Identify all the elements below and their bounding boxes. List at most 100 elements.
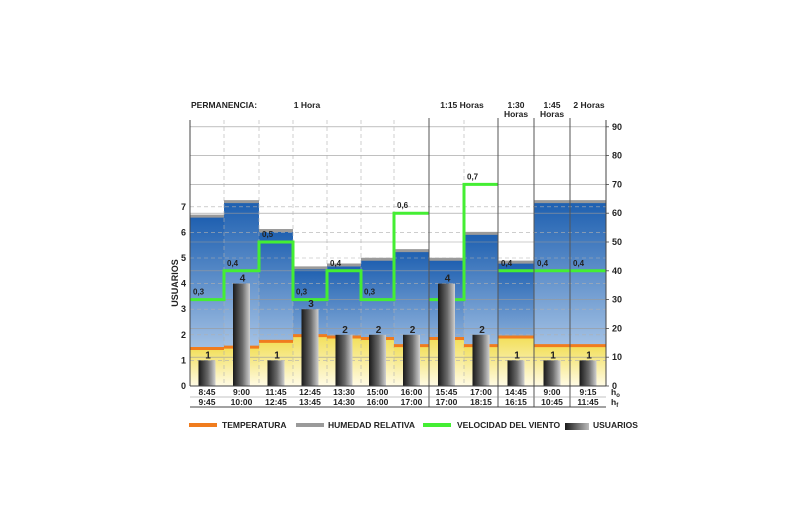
group-label: 1 Hora: [294, 100, 321, 110]
wind-value-label: 0,4: [537, 259, 549, 268]
end-time-label: 17:00: [436, 397, 458, 407]
end-time-label: 9:45: [198, 397, 215, 407]
time-row-sub: o: [616, 393, 620, 399]
y-left-tick-label: 2: [181, 330, 186, 340]
users-bar: [233, 283, 250, 386]
group-label: Horas: [540, 109, 564, 119]
y-right-tick-label: 40: [612, 266, 622, 276]
users-bar-label: 4: [445, 274, 451, 285]
legend-label: HUMEDAD RELATIVA: [328, 420, 415, 430]
y-left-tick-label: 1: [181, 355, 186, 365]
end-time-label: 10:00: [231, 397, 253, 407]
users-bar: [507, 360, 525, 386]
wind-value-label: 0,3: [296, 288, 308, 297]
users-bar-label: 1: [514, 350, 520, 361]
end-time-label: 13:45: [299, 397, 321, 407]
wind-value-label: 0,4: [501, 259, 513, 268]
users-bar-label: 2: [479, 325, 485, 336]
legend-label: TEMPERATURA: [222, 420, 287, 430]
legend-swatch: [296, 423, 324, 427]
y-left-tick-label: 7: [181, 202, 186, 212]
end-time-label: 11:45: [577, 397, 599, 407]
legend-label: VELOCIDAD DEL VIENTO: [457, 420, 561, 430]
users-bar: [369, 334, 386, 386]
users-bar-label: 3: [308, 299, 314, 310]
start-time-label: 13:30: [333, 387, 355, 397]
start-time-label: 8:45: [198, 387, 215, 397]
legend-swatch: [423, 423, 451, 427]
users-bar: [472, 334, 490, 386]
y-right-tick-label: 50: [612, 237, 622, 247]
wind-value-label: 0,3: [193, 288, 205, 297]
y-right-tick-label: 20: [612, 323, 622, 333]
users-bar-label: 1: [550, 350, 556, 361]
users-bar: [438, 283, 455, 386]
wind-value-label: 0,4: [227, 259, 239, 268]
y-right-tick-label: 90: [612, 122, 622, 132]
end-time-label: 17:00: [401, 397, 423, 407]
time-row-label: ho: [611, 387, 620, 399]
y-right-tick-label: 60: [612, 208, 622, 218]
start-time-label: 14:45: [505, 387, 527, 397]
users-bar: [403, 334, 420, 386]
wind-value-label: 0,4: [573, 259, 585, 268]
users-bar-label: 4: [240, 274, 246, 285]
users-bar-label: 1: [205, 350, 211, 361]
legend-label: USUARIOS: [593, 420, 638, 430]
wind-value-label: 0,7: [467, 172, 479, 181]
group-label: 1:45: [543, 100, 560, 110]
end-time-label: 14:30: [333, 397, 355, 407]
wind-value-label: 0,5: [262, 230, 274, 239]
start-time-label: 11:45: [265, 387, 287, 397]
end-time-label: 16:15: [505, 397, 527, 407]
users-bar-label: 1: [586, 350, 592, 361]
wind-value-label: 0,3: [364, 288, 376, 297]
group-label: 1:15 Horas: [440, 100, 484, 110]
y-left-tick-label: 5: [181, 253, 186, 263]
y-left-axis-label: USUARIOS: [170, 259, 180, 307]
legend-swatch: [189, 423, 217, 427]
start-time-label: 9:00: [233, 387, 250, 397]
start-time-label: 9:00: [543, 387, 560, 397]
y-right-tick-label: 80: [612, 151, 622, 161]
permanence-label: PERMANENCIA:: [191, 100, 257, 110]
group-label: 2 Horas: [573, 100, 604, 110]
start-time-label: 9:15: [579, 387, 596, 397]
y-right-tick-label: 0: [612, 381, 617, 391]
legend-swatch: [565, 423, 589, 430]
start-time-label: 15:00: [367, 387, 389, 397]
group-label: Horas: [504, 109, 528, 119]
users-bar: [543, 360, 561, 386]
y-right-tick-label: 30: [612, 295, 622, 305]
y-left-tick-label: 4: [181, 279, 186, 289]
end-time-label: 16:00: [367, 397, 389, 407]
y-left-tick-label: 3: [181, 304, 186, 314]
end-time-label: 18:15: [470, 397, 492, 407]
users-bar: [579, 360, 597, 386]
start-time-label: 17:00: [470, 387, 492, 397]
start-time-label: 12:45: [299, 387, 321, 397]
users-bar: [198, 360, 216, 386]
start-time-label: 16:00: [401, 387, 423, 397]
wind-value-label: 0,6: [397, 201, 409, 210]
y-left-tick-label: 0: [181, 381, 186, 391]
users-bar-label: 2: [410, 325, 416, 336]
wind-line: [190, 182, 606, 302]
y-right-tick-label: 70: [612, 179, 622, 189]
y-right-tick-label: 10: [612, 352, 622, 362]
group-label: 1:30: [507, 100, 524, 110]
y-left-tick-label: 6: [181, 227, 186, 237]
wind-value-label: 0,4: [330, 259, 342, 268]
users-bar: [335, 334, 353, 386]
users-bar: [301, 309, 319, 386]
users-bar-label: 2: [376, 325, 382, 336]
start-time-label: 15:45: [436, 387, 458, 397]
users-bar-label: 1: [274, 350, 280, 361]
end-time-label: 12:45: [265, 397, 287, 407]
time-row-label: hf: [611, 397, 619, 409]
users-bar-label: 2: [342, 325, 348, 336]
end-time-label: 10:45: [541, 397, 563, 407]
time-row-sub: f: [616, 403, 619, 409]
users-bar: [267, 360, 285, 386]
